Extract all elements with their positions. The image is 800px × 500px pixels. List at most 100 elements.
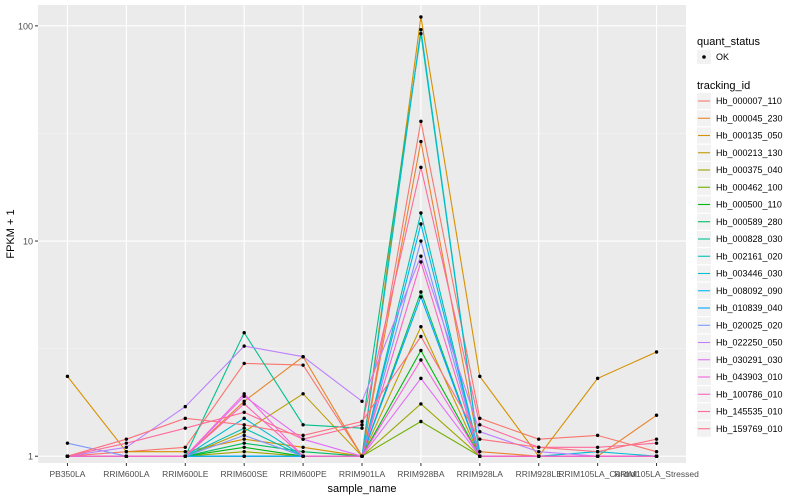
x-tick-label: RRIM600PE	[279, 469, 327, 479]
data-point	[65, 441, 70, 445]
data-point	[419, 419, 423, 424]
data-point	[360, 419, 364, 424]
legend-color-label: Hb_002161_020	[716, 251, 783, 261]
legend-color-title: tracking_id	[697, 80, 750, 92]
legend-color-label: Hb_000045_230	[716, 113, 783, 123]
legend-shape-marker	[702, 55, 706, 59]
data-point	[124, 449, 129, 454]
data-point	[595, 433, 600, 438]
legend-color-label: Hb_000007_110	[716, 96, 782, 106]
data-point	[301, 445, 305, 450]
legend-color-label: Hb_000500_110	[716, 200, 782, 210]
legend-color-label: Hb_000462_100	[716, 182, 783, 192]
data-point	[242, 361, 246, 366]
data-point	[124, 445, 129, 450]
data-point	[242, 423, 246, 427]
data-point	[124, 454, 129, 458]
x-tick-label: RRIM928LA	[457, 469, 504, 479]
data-point	[537, 445, 541, 450]
y-tick-label: 1	[28, 452, 33, 462]
legend-color-label: Hb_010839_040	[716, 303, 783, 313]
data-point	[419, 31, 423, 36]
data-point	[242, 410, 246, 414]
x-tick-label: RRIM928LE	[516, 469, 563, 479]
data-point	[242, 416, 246, 421]
data-point	[419, 239, 423, 243]
x-tick-label: RRIM901LA	[339, 469, 386, 479]
data-point	[419, 324, 423, 329]
data-point	[654, 449, 659, 454]
data-point	[65, 374, 70, 379]
data-point	[595, 449, 600, 454]
x-tick-label: RRIM600LE	[162, 469, 209, 479]
legend-color-label: Hb_159769_010	[716, 424, 783, 434]
data-point	[242, 399, 246, 403]
data-point	[301, 355, 305, 359]
data-point	[537, 454, 541, 458]
data-point	[419, 27, 423, 32]
data-point	[654, 437, 659, 441]
legend-color-label: Hb_145535_010	[716, 407, 783, 417]
data-point	[124, 437, 129, 441]
x-tick-label: RRIM105LA_Stressed	[614, 469, 699, 479]
data-point	[242, 392, 246, 396]
data-point	[419, 334, 423, 339]
data-point	[478, 429, 482, 434]
data-point	[183, 449, 187, 454]
data-point	[419, 211, 423, 215]
data-point	[242, 402, 246, 406]
x-tick-label: RRIM600LA	[103, 469, 150, 479]
data-point	[419, 254, 423, 258]
data-point	[478, 449, 482, 454]
data-point	[478, 423, 482, 427]
legend-color-label: Hb_030291_030	[716, 355, 783, 365]
data-point	[183, 445, 187, 450]
data-point	[242, 429, 246, 434]
data-point	[360, 423, 364, 427]
legend-color-label: Hb_000213_130	[716, 148, 783, 158]
legend: quant_status OK tracking_id Hb_000007_11…	[697, 36, 783, 437]
data-point	[242, 330, 246, 335]
data-point	[478, 454, 482, 458]
data-point	[595, 445, 600, 450]
legend-color-label: Hb_003446_030	[716, 269, 783, 279]
data-point	[301, 392, 305, 396]
data-points	[65, 15, 659, 458]
legend-shape-title: quant_status	[697, 36, 760, 48]
x-tick-label: RRIM928BA	[397, 469, 445, 479]
data-point	[478, 416, 482, 421]
y-axis: 1 10 100	[18, 21, 38, 462]
data-point	[242, 394, 246, 398]
data-point	[242, 426, 246, 430]
data-point	[419, 260, 423, 264]
legend-color-label: Hb_000375_040	[716, 165, 783, 175]
data-point	[242, 437, 246, 441]
data-point	[595, 454, 600, 458]
data-point	[478, 374, 482, 379]
data-point	[301, 454, 305, 458]
data-point	[419, 295, 423, 299]
data-point	[124, 441, 129, 445]
data-point	[301, 423, 305, 427]
data-point	[654, 350, 659, 354]
data-point	[419, 348, 423, 353]
x-tick-label: RRIM105LA_Control	[558, 469, 637, 479]
legend-color-label: Hb_000828_030	[716, 234, 783, 244]
data-point	[360, 454, 364, 458]
data-point	[242, 445, 246, 450]
data-point	[65, 454, 70, 458]
legend-color-label: Hb_020025_020	[716, 320, 783, 330]
data-point	[419, 119, 423, 124]
x-tick-label: PB350LA	[49, 469, 85, 479]
data-point	[654, 441, 659, 445]
data-point	[301, 449, 305, 454]
data-point	[183, 404, 187, 409]
data-point	[419, 402, 423, 406]
legend-color-label: Hb_100786_010	[716, 389, 783, 399]
data-point	[478, 437, 482, 441]
data-point	[654, 413, 659, 417]
data-point	[595, 376, 600, 381]
y-axis-label: FPKM + 1	[5, 209, 17, 258]
data-point	[183, 426, 187, 430]
